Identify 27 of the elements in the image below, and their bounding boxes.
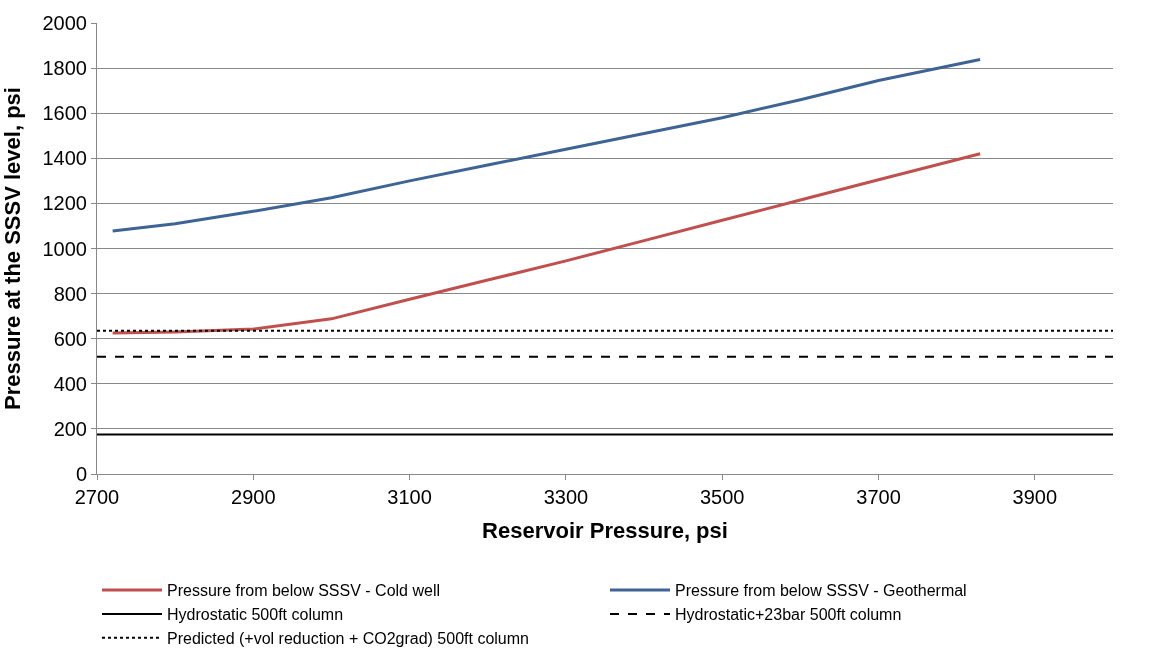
y-tick-label: 1400	[42, 147, 87, 170]
x-tick-label: 3900	[1012, 486, 1058, 508]
legend-label: Hydrostatic 500ft column	[167, 606, 344, 624]
x-tick-label: 3300	[543, 486, 589, 508]
x-tick-label: 3700	[856, 486, 901, 508]
y-tick-label: 200	[53, 417, 87, 440]
y-tick-label: 600	[53, 327, 87, 350]
y-tick-label: 800	[53, 282, 87, 305]
y-tick-label: 1200	[42, 192, 87, 215]
y-axis-title: Pressure at the SSSV level, psi	[0, 87, 26, 410]
x-axis-title: Reservoir Pressure, psi	[482, 517, 728, 543]
legend-label: Pressure from below SSSV - Geothermal	[675, 582, 967, 600]
x-tick-label: 2700	[74, 486, 120, 508]
line-series	[111, 152, 982, 335]
legend-label: Hydrostatic+23bar 500ft column	[675, 606, 902, 624]
y-tick-label: 1000	[42, 237, 87, 260]
y-tick-label: 0	[75, 463, 87, 485]
line-series	[111, 58, 982, 233]
y-tick-label: 400	[53, 372, 87, 395]
y-tick-label: 1600	[42, 102, 87, 125]
x-tick-label: 3100	[387, 486, 432, 508]
y-tick-label: 1800	[42, 57, 87, 80]
x-tick-label: 2900	[231, 486, 276, 508]
legend-label: Pressure from below SSSV - Cold well	[167, 582, 440, 600]
y-tick-label: 2000	[42, 12, 87, 34]
legend-label: Predicted (+vol reduction + CO2grad) 500ft column	[167, 629, 529, 647]
x-tick-label: 3500	[699, 486, 745, 508]
